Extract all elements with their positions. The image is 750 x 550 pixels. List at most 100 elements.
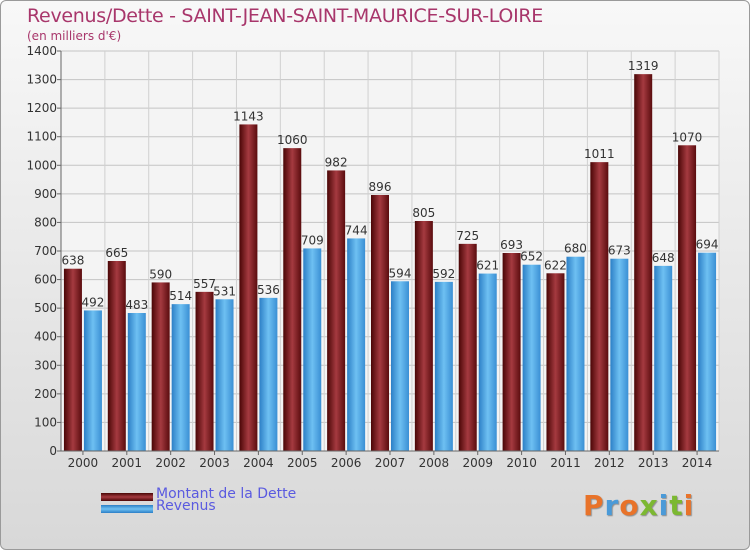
data-label-dette: 1143: [233, 109, 264, 123]
x-tick-label: 2010: [506, 456, 537, 470]
legend-swatch-dette: [101, 493, 153, 501]
x-tick-label: 2012: [594, 456, 625, 470]
data-label-revenus: 744: [345, 223, 368, 237]
x-tick-label: 2008: [419, 456, 450, 470]
y-tick-label: 100: [34, 415, 57, 429]
bar-revenus: [391, 281, 409, 451]
proxiti-logo: Proxiti: [583, 489, 694, 522]
data-label-dette: 896: [369, 180, 392, 194]
bar-dette: [195, 291, 214, 451]
data-label-dette: 693: [500, 238, 523, 252]
bar-revenus: [171, 304, 190, 451]
data-label-revenus: 652: [520, 250, 543, 264]
data-label-revenus: 536: [257, 283, 280, 297]
data-label-revenus: 680: [564, 242, 587, 256]
x-tick-label: 2001: [112, 456, 143, 470]
data-label-dette: 982: [325, 155, 348, 169]
data-label-revenus: 483: [125, 298, 148, 312]
data-label-revenus: 694: [696, 238, 719, 252]
bar-revenus: [522, 264, 541, 451]
data-label-dette: 638: [61, 254, 84, 268]
data-label-dette: 725: [456, 229, 479, 243]
grid-layer: [60, 50, 720, 452]
chart-subtitle: (en milliers d'€): [27, 29, 122, 43]
bar-dette: [546, 273, 565, 451]
y-tick-label: 1100: [26, 130, 57, 144]
bar-revenus: [127, 313, 146, 451]
bar-revenus: [478, 273, 497, 451]
data-label-revenus: 709: [301, 233, 324, 247]
x-tick-label: 2014: [682, 456, 713, 470]
data-label-dette: 590: [149, 267, 172, 281]
logo-letter: i: [658, 489, 670, 522]
legend-label-dette: Montant de la Dette: [156, 486, 297, 502]
bar-dette: [327, 170, 346, 451]
legend-label-revenus: Revenus: [156, 498, 216, 514]
bar-dette: [239, 124, 258, 451]
bar-revenus: [434, 281, 453, 451]
data-label-dette: 1011: [584, 147, 615, 161]
bar-dette: [151, 282, 170, 451]
x-tick-label: 2013: [638, 456, 669, 470]
bar-revenus: [566, 256, 585, 451]
y-tick-label: 1300: [26, 73, 57, 87]
axis-layer: 0 100 200 300 400 500 600 700 800 900 1000 1100 1200…: [26, 44, 719, 470]
data-label-revenus: 648: [652, 251, 675, 265]
bar-dette: [458, 243, 477, 451]
logo-letter: i: [683, 489, 695, 522]
bar-dette: [414, 221, 433, 451]
x-tick-label: 2011: [550, 456, 581, 470]
data-label-dette: 665: [105, 246, 128, 260]
data-label-revenus: 594: [389, 266, 412, 280]
logo-letter: r: [604, 489, 620, 522]
data-label-dette: 1070: [672, 130, 703, 144]
bar-dette: [634, 74, 653, 452]
y-tick-label: 600: [34, 273, 57, 287]
logo-letter: o: [619, 489, 640, 522]
legend-swatch-revenus: [101, 505, 153, 513]
bar-revenus: [347, 238, 366, 451]
data-label-dette: 1060: [277, 133, 308, 147]
bar-dette: [371, 195, 389, 451]
y-tick-label: 900: [34, 187, 57, 201]
bar-revenus: [610, 258, 629, 451]
bars-layer: [63, 74, 717, 452]
bar-dette: [590, 162, 609, 451]
logo-letter: P: [583, 489, 605, 522]
data-label-revenus: 621: [476, 259, 499, 273]
y-tick-label: 200: [34, 387, 57, 401]
x-tick-label: 2003: [199, 456, 230, 470]
data-label-revenus: 673: [608, 244, 631, 258]
y-tick-label: 400: [34, 330, 57, 344]
bar-revenus: [215, 299, 234, 451]
bar-dette: [678, 145, 697, 452]
x-tick-label: 2002: [155, 456, 186, 470]
bar-revenus: [259, 297, 278, 451]
data-label-revenus: 531: [213, 284, 236, 298]
data-label-dette: 622: [544, 258, 567, 272]
y-tick-label: 300: [34, 358, 57, 372]
bar-dette: [502, 253, 521, 451]
data-label-dette: 1319: [628, 59, 659, 73]
x-tick-label: 2007: [375, 456, 406, 470]
y-tick-label: 700: [34, 244, 57, 258]
data-label-dette: 557: [193, 277, 216, 291]
bar-revenus: [303, 248, 322, 451]
bar-revenus: [654, 265, 673, 451]
x-tick-label: 2000: [68, 456, 99, 470]
chart-title: Revenus/Dette - SAINT-JEAN-SAINT-MAURICE…: [27, 5, 543, 27]
x-tick-label: 2004: [243, 456, 274, 470]
y-tick-label: 1400: [26, 44, 57, 58]
logo-letter: x: [639, 489, 659, 522]
data-label-revenus: 592: [432, 267, 455, 281]
y-tick-label: 800: [34, 215, 57, 229]
x-tick-label: 2009: [462, 456, 493, 470]
data-label-revenus: 514: [169, 289, 192, 303]
bar-revenus: [698, 252, 717, 451]
logo-letter: t: [669, 489, 684, 522]
y-tick-label: 1000: [26, 158, 57, 172]
x-tick-label: 2006: [331, 456, 362, 470]
